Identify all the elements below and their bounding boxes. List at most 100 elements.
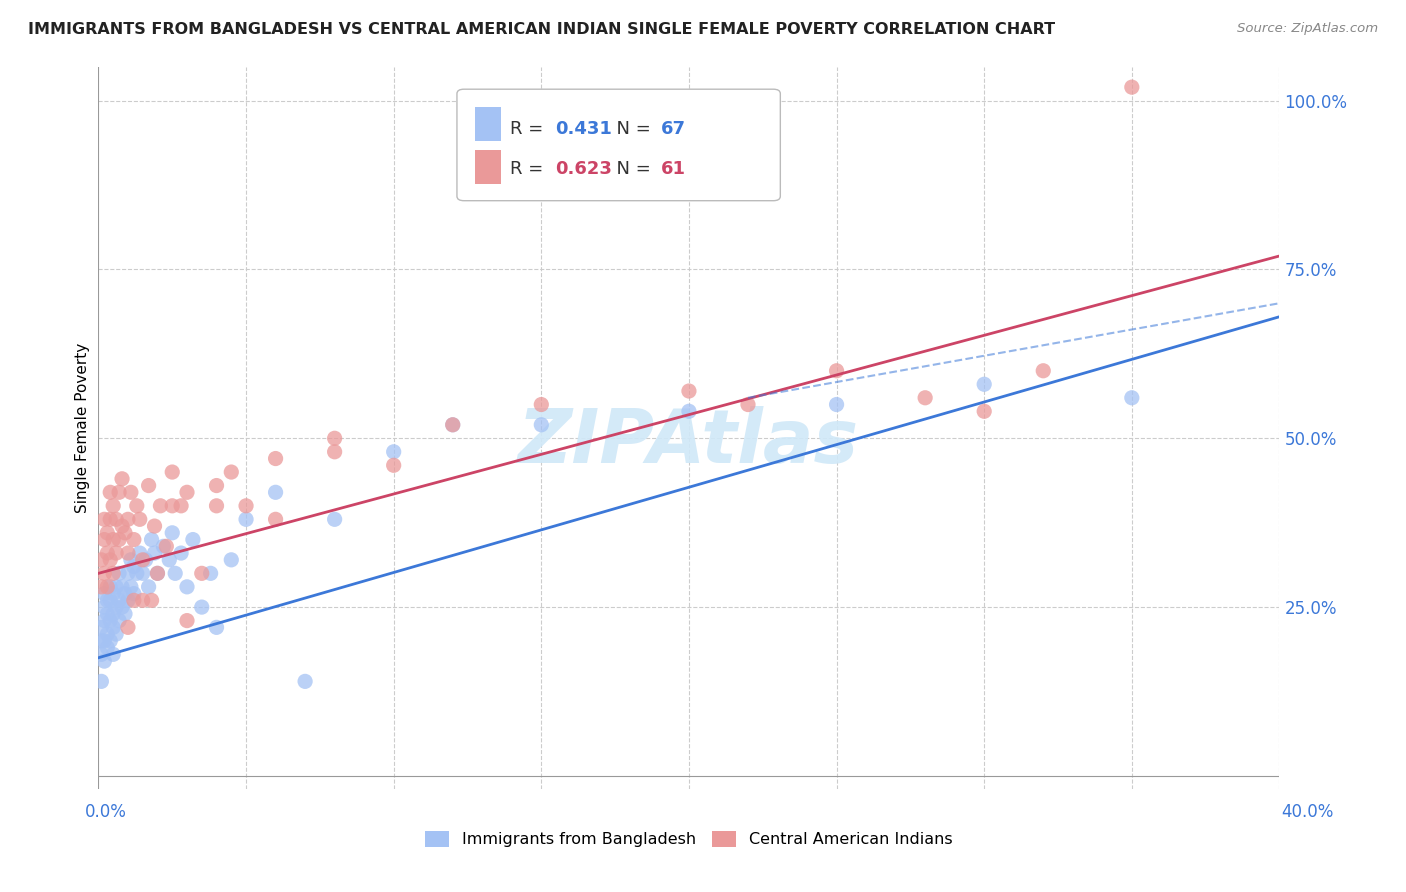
Text: 0.431: 0.431 <box>555 120 612 138</box>
Point <box>90 674 112 689</box>
Point <box>93 600 115 615</box>
Point <box>120 580 142 594</box>
Point <box>162 525 183 540</box>
Text: 0.623: 0.623 <box>555 161 612 178</box>
Point <box>323 512 346 526</box>
Text: ZIPAtlas: ZIPAtlas <box>519 406 859 479</box>
Point <box>1032 364 1054 378</box>
Point <box>96 546 118 560</box>
Point <box>98 512 121 526</box>
Text: R =: R = <box>510 161 550 178</box>
Point <box>98 580 121 594</box>
Point <box>117 512 139 526</box>
Point <box>176 485 198 500</box>
Point <box>103 648 125 662</box>
Point <box>141 533 163 547</box>
Text: 0.0%: 0.0% <box>84 803 127 821</box>
Point <box>93 512 115 526</box>
Point <box>90 553 112 567</box>
Point <box>170 499 193 513</box>
Point <box>441 417 464 432</box>
Point <box>103 499 125 513</box>
Point <box>103 586 125 600</box>
Point <box>264 451 287 466</box>
Point <box>114 525 136 540</box>
Point <box>264 485 287 500</box>
Point <box>105 546 128 560</box>
Y-axis label: Single Female Poverty: Single Female Poverty <box>75 343 90 513</box>
Point <box>221 465 243 479</box>
Point <box>122 593 145 607</box>
Point <box>128 512 150 526</box>
Point <box>122 533 145 547</box>
Point <box>103 566 125 581</box>
Point <box>165 566 187 581</box>
Point <box>138 580 160 594</box>
Point <box>149 499 172 513</box>
Point <box>132 593 155 607</box>
Text: 61: 61 <box>661 161 686 178</box>
Point <box>114 586 136 600</box>
Point <box>111 519 134 533</box>
Point <box>157 553 180 567</box>
Point <box>530 417 553 432</box>
Point <box>530 398 553 412</box>
Point <box>105 580 128 594</box>
Point <box>117 620 139 634</box>
Point <box>108 614 131 628</box>
Point <box>98 553 121 567</box>
Point <box>98 614 121 628</box>
Point <box>117 593 139 607</box>
Point <box>98 485 121 500</box>
Text: 67: 67 <box>661 120 686 138</box>
Point <box>96 607 118 621</box>
Point <box>235 512 257 526</box>
Text: IMMIGRANTS FROM BANGLADESH VS CENTRAL AMERICAN INDIAN SINGLE FEMALE POVERTY CORR: IMMIGRANTS FROM BANGLADESH VS CENTRAL AM… <box>28 22 1056 37</box>
Point <box>96 627 118 641</box>
Point <box>108 566 131 581</box>
Point <box>108 593 131 607</box>
Point <box>323 444 346 458</box>
Point <box>96 640 118 655</box>
Point <box>678 404 700 418</box>
Point <box>93 566 115 581</box>
Point <box>122 559 145 574</box>
Point <box>135 553 157 567</box>
Point <box>122 586 145 600</box>
Point <box>120 553 142 567</box>
Point <box>914 391 936 405</box>
Point <box>96 593 118 607</box>
Point <box>191 566 214 581</box>
Point <box>93 586 115 600</box>
Point <box>235 499 257 513</box>
Point <box>146 566 169 581</box>
Point <box>103 607 125 621</box>
Point <box>93 633 115 648</box>
Text: N =: N = <box>605 120 657 138</box>
Point <box>96 580 118 594</box>
Point <box>120 485 142 500</box>
Point <box>191 600 214 615</box>
Point <box>117 546 139 560</box>
Point <box>105 512 128 526</box>
Point <box>205 478 228 492</box>
Point <box>176 614 198 628</box>
Point <box>90 648 112 662</box>
Point <box>737 398 759 412</box>
Point <box>143 519 166 533</box>
Point <box>117 566 139 581</box>
Point <box>825 364 848 378</box>
Text: Source: ZipAtlas.com: Source: ZipAtlas.com <box>1237 22 1378 36</box>
Point <box>382 458 405 473</box>
Point <box>221 553 243 567</box>
Point <box>128 546 150 560</box>
Point <box>132 553 155 567</box>
Point <box>441 417 464 432</box>
Point <box>105 600 128 615</box>
Point <box>90 633 112 648</box>
Point <box>146 566 169 581</box>
Point <box>125 566 148 581</box>
Point <box>181 533 204 547</box>
Point <box>152 539 174 553</box>
Point <box>93 614 115 628</box>
